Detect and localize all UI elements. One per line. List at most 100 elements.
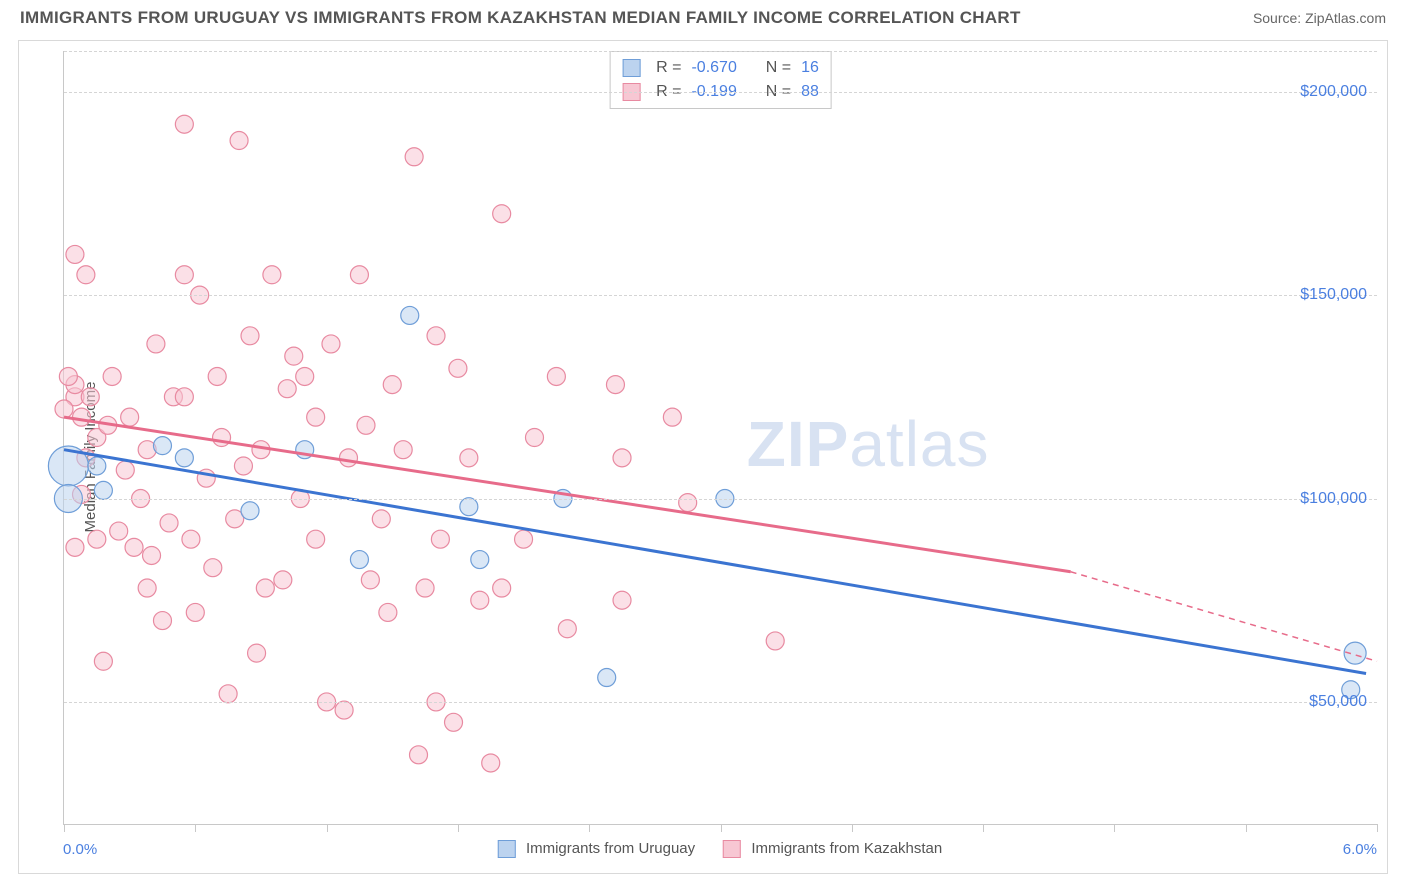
data-point — [679, 494, 697, 512]
y-tick-label: $50,000 — [1309, 693, 1367, 711]
plot-area: ZIPatlas R = -0.670 N = 16 R = -0.199 N … — [63, 51, 1377, 825]
y-tick-label: $150,000 — [1300, 286, 1367, 304]
data-point — [94, 481, 112, 499]
x-tick — [1377, 824, 1378, 832]
gridline — [64, 702, 1377, 703]
data-point — [383, 376, 401, 394]
data-point — [339, 449, 357, 467]
data-point — [350, 551, 368, 569]
data-point — [230, 132, 248, 150]
data-point — [547, 367, 565, 385]
source-label: Source: ZipAtlas.com — [1253, 10, 1386, 26]
data-point — [357, 416, 375, 434]
data-point — [350, 266, 368, 284]
data-point — [613, 449, 631, 467]
data-point — [263, 266, 281, 284]
data-point — [175, 266, 193, 284]
x-axis-row: 0.0% Immigrants from Uruguay Immigrants … — [63, 833, 1377, 865]
data-point — [116, 461, 134, 479]
data-point — [335, 701, 353, 719]
data-point — [204, 559, 222, 577]
x-tick — [195, 824, 196, 832]
data-point — [449, 359, 467, 377]
data-point — [416, 579, 434, 597]
data-point — [103, 367, 121, 385]
data-point — [445, 713, 463, 731]
data-point — [405, 148, 423, 166]
data-point — [322, 335, 340, 353]
data-point — [307, 530, 325, 548]
legend-item-a: Immigrants from Uruguay — [498, 840, 695, 858]
x-tick — [64, 824, 65, 832]
data-point — [234, 457, 252, 475]
data-point — [613, 591, 631, 609]
legend: Immigrants from Uruguay Immigrants from … — [498, 840, 942, 858]
data-point — [88, 457, 106, 475]
data-point — [55, 400, 73, 418]
x-tick — [1114, 824, 1115, 832]
gridline — [64, 295, 1377, 296]
data-point — [427, 327, 445, 345]
x-tick — [1246, 824, 1247, 832]
data-point — [410, 746, 428, 764]
data-point — [379, 603, 397, 621]
data-point — [274, 571, 292, 589]
plot-svg — [64, 51, 1377, 824]
data-point — [81, 388, 99, 406]
x-axis-min: 0.0% — [63, 841, 97, 858]
data-point — [431, 530, 449, 548]
data-point — [73, 408, 91, 426]
data-point — [766, 632, 784, 650]
data-point — [401, 306, 419, 324]
data-point — [138, 579, 156, 597]
data-point — [493, 205, 511, 223]
data-point — [121, 408, 139, 426]
data-point — [208, 367, 226, 385]
y-tick-label: $100,000 — [1300, 490, 1367, 508]
data-point — [59, 367, 77, 385]
data-point — [147, 335, 165, 353]
data-point — [606, 376, 624, 394]
data-point — [241, 502, 259, 520]
data-point — [471, 551, 489, 569]
data-point — [663, 408, 681, 426]
swatch-b — [723, 840, 741, 858]
data-point — [460, 449, 478, 467]
data-point — [182, 530, 200, 548]
data-point — [256, 579, 274, 597]
x-tick — [721, 824, 722, 832]
stats-row-a: R = -0.670 N = 16 — [622, 56, 819, 80]
data-point — [493, 579, 511, 597]
data-point — [160, 514, 178, 532]
data-point — [285, 347, 303, 365]
data-point — [482, 754, 500, 772]
data-point — [372, 510, 390, 528]
data-point — [153, 437, 171, 455]
data-point — [77, 266, 95, 284]
data-point — [241, 327, 259, 345]
swatch-a — [498, 840, 516, 858]
x-tick — [327, 824, 328, 832]
gridline — [64, 92, 1377, 93]
x-axis-max: 6.0% — [1343, 841, 1377, 858]
data-point — [296, 367, 314, 385]
data-point — [175, 449, 193, 467]
data-point — [525, 429, 543, 447]
data-point — [219, 685, 237, 703]
data-point — [460, 498, 478, 516]
data-point — [143, 546, 161, 564]
y-tick-label: $200,000 — [1300, 83, 1367, 101]
gridline — [64, 499, 1377, 500]
data-point — [471, 591, 489, 609]
chart-title: IMMIGRANTS FROM URUGUAY VS IMMIGRANTS FR… — [20, 8, 1021, 28]
data-point — [361, 571, 379, 589]
trend-line — [64, 450, 1366, 674]
x-tick — [589, 824, 590, 832]
swatch-a — [622, 59, 640, 77]
data-point — [515, 530, 533, 548]
data-point — [248, 644, 266, 662]
data-point — [66, 245, 84, 263]
data-point — [186, 603, 204, 621]
data-point — [110, 522, 128, 540]
data-point — [94, 652, 112, 670]
